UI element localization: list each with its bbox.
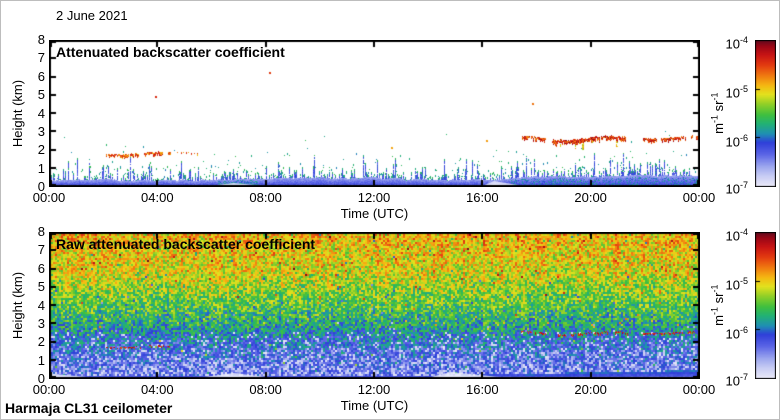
y-tick-label: 5: [37, 279, 45, 295]
panel-title: Attenuated backscatter coefficient: [56, 44, 285, 60]
x-tick-label: 12:00: [357, 382, 391, 397]
x-tick-label: 08:00: [249, 382, 282, 397]
colorbar-tick-label: 10-5: [725, 83, 748, 101]
y-tick-label: 0: [37, 179, 45, 194]
heatmap-canvas-processed: [49, 40, 700, 187]
y-tick-label: 5: [37, 87, 45, 103]
colorbar-tick-label: 10-4: [725, 227, 748, 244]
panel-title: Raw attenuated backscatter coefficient: [56, 236, 316, 252]
x-tick-label: 00:00: [682, 382, 716, 397]
x-tick-label: 20:00: [574, 382, 607, 397]
y-tick-label: 6: [37, 68, 45, 84]
colorbar-unit-label: m-1 sr-1: [709, 92, 727, 135]
x-tick-label: 20:00: [574, 190, 607, 205]
x-tick-label: 00:00: [32, 382, 66, 397]
colorbar-unit-label: m-1 sr-1: [709, 284, 727, 327]
colorbar-tick-label: 10-6: [725, 325, 748, 342]
y-tick-label: 8: [37, 32, 45, 47]
x-axis-label: Time (UTC): [340, 398, 409, 413]
y-tick-label: 3: [37, 315, 45, 331]
y-tick-label: 6: [37, 260, 45, 276]
x-tick-label: 16:00: [466, 190, 499, 205]
y-tick-label: 4: [37, 297, 45, 313]
y-tick-label: 2: [37, 334, 45, 350]
x-axis-label: Time (UTC): [340, 206, 409, 221]
instrument-label: Harmaja CL31 ceilometer: [5, 400, 173, 416]
date-label: 2 June 2021: [56, 8, 128, 23]
y-tick-label: 1: [37, 352, 45, 368]
x-tick-label: 12:00: [357, 190, 391, 205]
x-tick-label: 00:00: [682, 190, 716, 205]
colorbar-unit-wrap: m-1 sr-1: [703, 232, 733, 379]
x-tick-label: 04:00: [141, 190, 174, 205]
heatmap-canvas-raw: [49, 232, 700, 379]
y-tick-label: 8: [37, 224, 45, 239]
y-tick-label: 7: [37, 242, 45, 258]
colorbar-unit-wrap: m-1 sr-1: [703, 40, 733, 187]
y-axis-label-wrap: Height (km): [3, 40, 33, 187]
y-tick-label: 7: [37, 50, 45, 66]
colorbar-tick-label: 10-6: [725, 133, 748, 150]
x-tick-label: 04:00: [141, 382, 174, 397]
x-tick-label: 00:00: [32, 190, 66, 205]
y-tick-label: 1: [37, 160, 45, 176]
y-tick-label: 0: [37, 371, 45, 386]
colorbar-canvas: [755, 40, 776, 187]
y-axis-label-wrap: Height (km): [3, 232, 33, 379]
x-tick-label: 16:00: [466, 382, 499, 397]
colorbar-tick-label: 10-7: [725, 180, 748, 197]
x-tick-label: 08:00: [249, 190, 282, 205]
colorbar-tick-label: 10-7: [725, 372, 748, 389]
colorbar-tick-label: 10-5: [725, 275, 748, 293]
y-tick-label: 4: [37, 105, 45, 121]
y-axis-label: Height (km): [10, 79, 26, 148]
y-axis-label: Height (km): [10, 271, 26, 340]
colorbar-canvas: [755, 232, 776, 379]
colorbar-tick-label: 10-4: [725, 35, 748, 52]
y-tick-label: 3: [37, 123, 45, 139]
y-tick-label: 2: [37, 142, 45, 158]
